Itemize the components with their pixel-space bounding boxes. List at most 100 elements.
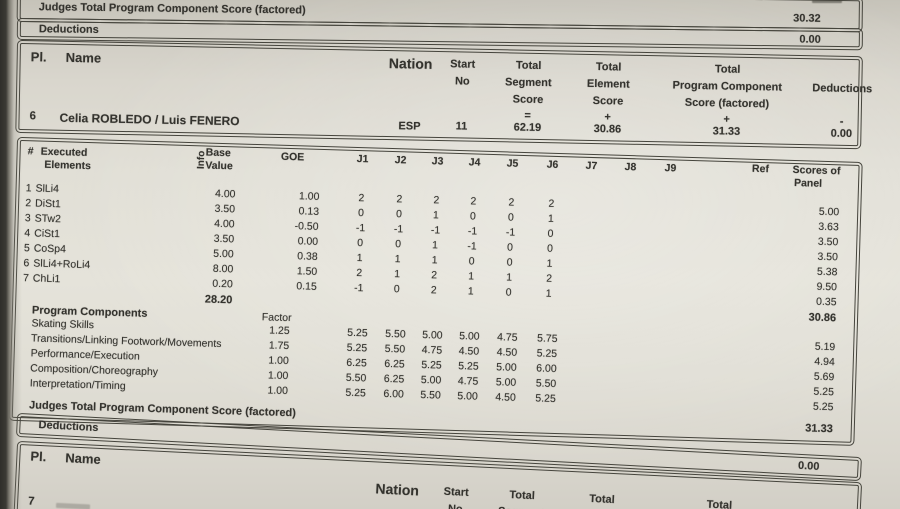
header-j4: J4	[468, 156, 481, 169]
element-name: SlLi4	[35, 182, 60, 196]
judge-score: 0	[395, 208, 403, 221]
judge-score: 0	[546, 242, 554, 255]
skater-place: 6	[29, 110, 37, 123]
judge-score: 1	[394, 268, 401, 281]
judge-score: 5.50	[345, 371, 367, 385]
skater-pcs-score: 31.33	[712, 125, 741, 138]
element-goe: 0.38	[297, 250, 318, 263]
judge-score: 2	[356, 267, 363, 280]
factor-header: Factor	[261, 311, 292, 325]
results-box: Pl. Name Nation Start No Total Segment S…	[15, 39, 872, 150]
next-header-segment-1: Total	[509, 488, 536, 503]
judge-score: 6.25	[383, 372, 405, 386]
element-goe: 0.13	[298, 205, 320, 218]
judge-score: 4.50	[458, 345, 480, 358]
judge-score: 2	[470, 195, 477, 208]
component-factor: 1.75	[268, 339, 290, 353]
header-j3: J3	[431, 155, 444, 168]
judge-score: 2	[358, 192, 365, 205]
judge-score: 0	[507, 211, 515, 224]
judge-score: 5.50	[535, 377, 557, 391]
judge-score: 5.00	[495, 376, 517, 389]
skater-start-no: 11	[455, 120, 468, 133]
judge-score: 0	[469, 210, 477, 223]
judge-score: 5.50	[384, 342, 406, 356]
judge-score: 1	[394, 253, 401, 266]
judge-score: 5.25	[347, 326, 368, 340]
judge-score: 4.50	[496, 346, 518, 359]
judge-score: 1	[467, 285, 474, 298]
skater-name: Celia ROBLEDO / Luis FENERO	[59, 110, 240, 129]
judge-score: 5.25	[346, 341, 368, 355]
judge-score: 0	[506, 256, 513, 269]
bottom-deductions-value: 0.00	[797, 459, 820, 473]
judge-score: 1	[431, 254, 438, 267]
judge-score: 0	[356, 237, 364, 250]
judge-score: 0	[468, 255, 475, 268]
header-j1: J1	[356, 153, 369, 166]
element-base-value: 4.00	[213, 217, 235, 231]
component-factor: 1.00	[268, 354, 289, 368]
elements-table: # Executed Elements Info Base Value GOE …	[8, 136, 863, 447]
judge-score: -1	[505, 226, 516, 239]
top-total-value: 30.32	[793, 12, 821, 25]
top-deductions-label: Deductions	[38, 23, 99, 36]
judge-score: 2	[546, 272, 553, 285]
element-base-value: 5.00	[213, 247, 234, 261]
judge-score: 5.50	[420, 388, 441, 402]
judge-score: 0	[506, 241, 514, 254]
judge-score: 1	[506, 271, 513, 284]
judge-score: 6.00	[536, 362, 557, 376]
judge-score: 2	[548, 197, 555, 210]
judge-score: 2	[431, 269, 438, 282]
judge-score: 5.00	[496, 361, 517, 374]
judge-score: 5.00	[458, 330, 480, 343]
judge-score: 1	[432, 209, 440, 222]
judge-score: 1	[547, 212, 554, 225]
next-header-start: Start	[443, 485, 469, 499]
judge-score: 5.25	[535, 392, 556, 406]
header-j2: J2	[394, 154, 407, 167]
element-base-value: 3.50	[213, 232, 235, 246]
top-total-label: Judges Total Program Component Score (fa…	[38, 1, 306, 17]
pcs-total-value: 31.33	[805, 422, 833, 436]
element-base-value: 8.00	[212, 262, 234, 276]
element-panel-score: 3.50	[817, 250, 839, 264]
header-j6: J6	[546, 158, 559, 171]
judge-score: 5.25	[458, 360, 479, 373]
next-skater-name-ink	[55, 502, 91, 509]
top-deductions-value: 0.00	[799, 33, 821, 46]
judge-score: 2	[430, 284, 437, 297]
judge-score: 4.75	[496, 331, 518, 344]
judge-score: 0	[547, 227, 554, 240]
judge-score: -1	[393, 223, 404, 236]
col-header-pcs-3: Score (factored)	[684, 96, 770, 111]
judge-score: -1	[467, 225, 478, 238]
judge-score: -1	[355, 222, 366, 235]
judge-score: 6.25	[346, 356, 367, 370]
judge-score: 1	[356, 252, 363, 265]
next-header-segment-2: Segment	[481, 505, 561, 509]
element-base-value: 0.20	[212, 277, 233, 291]
next-header-pcs-1: Total	[706, 498, 733, 509]
col-header-start: Start	[450, 58, 476, 71]
component-factor: 1.00	[267, 369, 289, 383]
header-base: Base	[205, 146, 231, 160]
element-panel-score: 3.63	[818, 220, 839, 234]
element-base-value: 3.50	[214, 202, 236, 216]
cropped-ink-top-right	[812, 0, 842, 3]
header-elements: Elements	[44, 158, 92, 173]
element-goe: -0.50	[294, 220, 319, 233]
judge-score: 4.75	[457, 375, 479, 388]
header-j9: J9	[664, 162, 677, 175]
next-header-start-no: No	[430, 502, 481, 509]
judge-score: 5.25	[536, 347, 558, 361]
page-edge-shadow	[0, 0, 22, 509]
judge-score: 2	[508, 196, 515, 209]
col-header-deductions: Deductions	[812, 82, 873, 96]
judge-score: -1	[430, 224, 441, 237]
judge-score: 2	[396, 193, 403, 206]
skater-segment-score: 62.19	[513, 121, 542, 135]
component-panel-score: 5.69	[813, 370, 835, 384]
next-header-pl: Pl.	[30, 448, 47, 465]
